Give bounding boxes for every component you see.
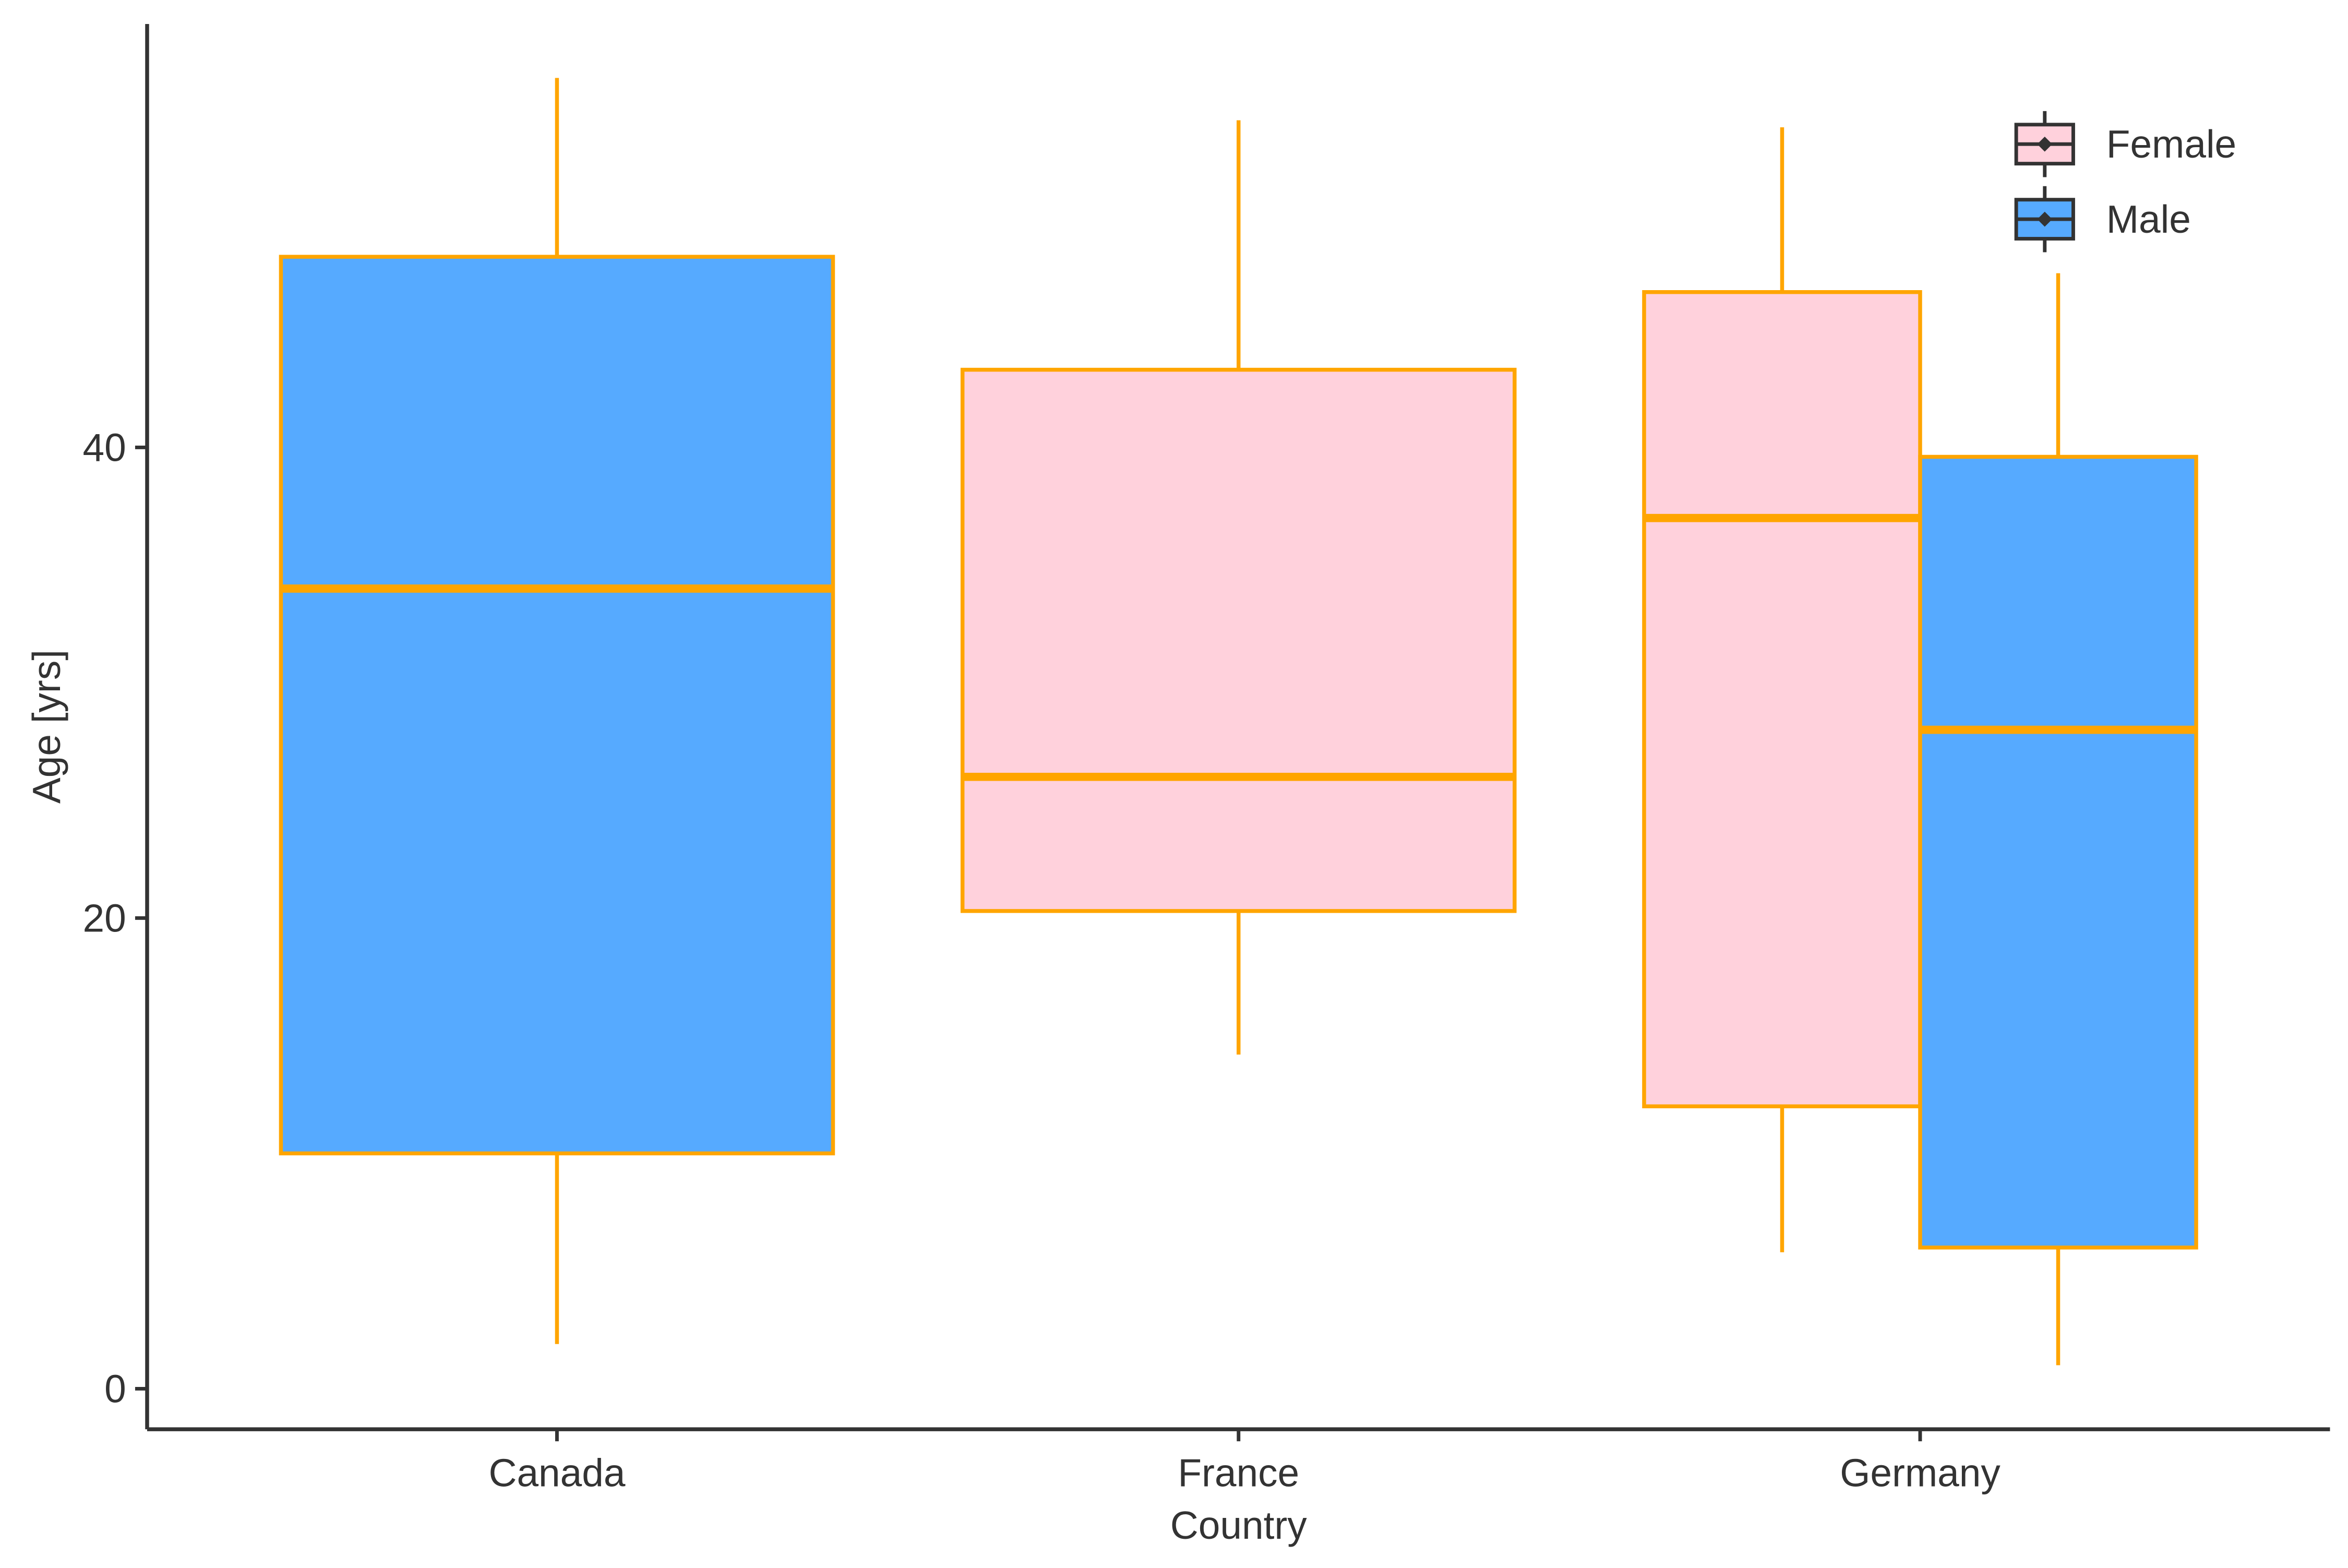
x-axis-title: Country xyxy=(1170,1503,1308,1547)
x-ticks: Canada France Germany xyxy=(488,1429,2000,1494)
box-male-germany xyxy=(1918,273,2198,1366)
x-tick-label: Germany xyxy=(1840,1451,2000,1494)
box-iqr xyxy=(1918,454,2198,1250)
legend-key-diamond xyxy=(2037,136,2053,152)
y-tick-label: 40 xyxy=(82,426,126,470)
box-iqr xyxy=(960,367,1517,913)
x-tick-label: France xyxy=(1178,1451,1299,1494)
legend-key-diamond xyxy=(2037,211,2053,227)
y-tick-label: 20 xyxy=(82,896,126,940)
x-tick-label: Canada xyxy=(488,1451,625,1494)
box-female-germany xyxy=(1642,127,1922,1252)
axes: 0 20 40 Canada France Germany Country Age [y… xyxy=(25,24,2330,1547)
legend-label-male: Male xyxy=(2106,197,2191,241)
box-iqr xyxy=(279,255,835,1156)
legend: Female Male xyxy=(2014,111,2236,253)
box-iqr xyxy=(1642,290,1922,1108)
legend-label-female: Female xyxy=(2106,122,2236,166)
plot-area xyxy=(279,78,2198,1366)
box-male-canada xyxy=(279,78,835,1344)
y-tick-label: 0 xyxy=(104,1367,126,1411)
legend-item-female: Female xyxy=(2014,111,2236,177)
legend-item-male: Male xyxy=(2014,186,2191,253)
y-ticks: 0 20 40 xyxy=(82,426,147,1411)
box-female-france xyxy=(960,120,1517,1055)
y-axis-title: Age [yrs] xyxy=(25,650,68,804)
